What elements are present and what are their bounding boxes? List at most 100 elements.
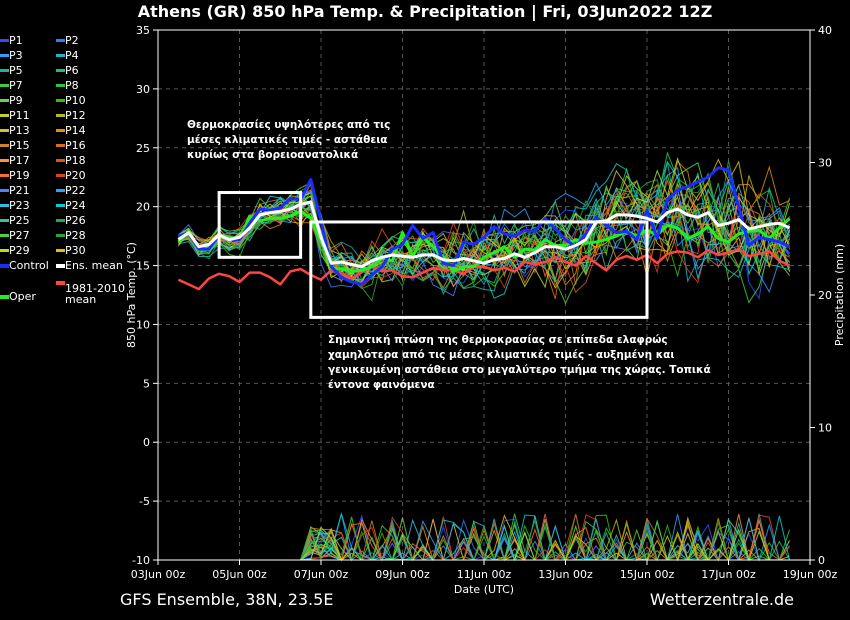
member-series bbox=[178, 179, 791, 305]
legend-swatch bbox=[0, 249, 9, 252]
x-tick-label: 03Jun 00z bbox=[131, 568, 186, 581]
legend-swatch bbox=[56, 99, 65, 102]
legend-label: P21 bbox=[9, 184, 30, 197]
legend-item: Oper bbox=[0, 289, 36, 304]
legend-item: P11 bbox=[0, 108, 30, 123]
legend-swatch bbox=[0, 234, 9, 237]
y-tick-label: 10 bbox=[136, 318, 150, 331]
legend-label: P25 bbox=[9, 214, 30, 227]
x-tick-label: 11Jun 00z bbox=[457, 568, 512, 581]
legend-swatch bbox=[0, 294, 9, 299]
legend-label: P24 bbox=[65, 199, 86, 212]
legend-label: P15 bbox=[9, 139, 30, 152]
legend-swatch bbox=[0, 39, 9, 42]
legend-item: P17 bbox=[0, 153, 30, 168]
legend-label: P17 bbox=[9, 154, 30, 167]
y-right-axis-label: Precipitation (mm) bbox=[833, 244, 846, 346]
axes: -10 -5 0 5 10 15 20 25 30 35 0 10 20 30 40 03Jun 00z 05J… bbox=[125, 24, 846, 596]
legend-swatch bbox=[56, 129, 65, 132]
legend-item: P25 bbox=[0, 213, 30, 228]
legend-swatch bbox=[56, 174, 65, 177]
series-ens-mean bbox=[177, 200, 791, 269]
legend-item: P29 bbox=[0, 243, 30, 258]
annotation-line: μέσες κλιματικές τιμές - αστάθεια bbox=[187, 134, 388, 146]
legend-item: P26 bbox=[56, 213, 86, 228]
y-tick-label: 35 bbox=[136, 24, 150, 37]
legend-swatch bbox=[0, 174, 9, 177]
legend-item: P20 bbox=[56, 168, 86, 183]
highlight-boxes bbox=[217, 191, 649, 319]
legend-item: Control bbox=[0, 258, 49, 273]
legend-item: P15 bbox=[0, 138, 30, 153]
x-axis-label: Date (UTC) bbox=[454, 583, 514, 596]
legend-swatch bbox=[56, 114, 65, 117]
legend-label: Ens. mean bbox=[65, 259, 123, 272]
legend-swatch bbox=[0, 69, 9, 72]
legend-swatch bbox=[56, 54, 65, 57]
legend-swatch bbox=[56, 144, 65, 147]
legend-item: Ens. mean bbox=[56, 258, 123, 273]
legend-swatch bbox=[0, 219, 9, 222]
legend-label: P28 bbox=[65, 229, 86, 242]
legend-item: P1 bbox=[0, 33, 23, 48]
legend-label: Oper bbox=[9, 290, 36, 303]
annotation-top: Θερμοκρασίες υψηλότερες από τις μέσες κλι… bbox=[187, 118, 390, 163]
member-series bbox=[178, 156, 791, 289]
legend-label: P23 bbox=[9, 199, 30, 212]
legend-item: P9 bbox=[0, 93, 23, 108]
legend-item: P12 bbox=[56, 108, 86, 123]
y-axis-label: 850 hPa Temp. (°C) bbox=[125, 242, 138, 348]
annotation-bottom: Σημαντική πτώση της θερμοκρασίας σε επίπ… bbox=[328, 333, 711, 393]
legend-label: Control bbox=[9, 259, 49, 272]
legend-swatch bbox=[56, 189, 65, 192]
legend-item: P4 bbox=[56, 48, 79, 63]
legend-swatch bbox=[56, 263, 65, 268]
legend-item: P19 bbox=[0, 168, 30, 183]
chart-title: Athens (GR) 850 hPa Temp. & Precipitatio… bbox=[137, 2, 713, 21]
x-tick-label: 17Jun 00z bbox=[701, 568, 756, 581]
legend-label: P9 bbox=[9, 94, 23, 107]
legend-item: P22 bbox=[56, 183, 86, 198]
legend-item: P30 bbox=[56, 243, 86, 258]
legend-label: P22 bbox=[65, 184, 86, 197]
legend-item: P2 bbox=[56, 33, 79, 48]
legend-item: P18 bbox=[56, 153, 86, 168]
legend-swatch bbox=[56, 69, 65, 72]
legend-item: P23 bbox=[0, 198, 30, 213]
y-tick-label: -5 bbox=[139, 495, 150, 508]
legend-label: P18 bbox=[65, 154, 86, 167]
grid bbox=[158, 30, 810, 560]
annotation-line: Σημαντική πτώση της θερμοκρασίας σε επίπ… bbox=[328, 334, 668, 346]
legend-swatch bbox=[0, 129, 9, 132]
legend-label: P5 bbox=[9, 64, 23, 77]
y-tick-label: 25 bbox=[136, 142, 150, 155]
x-tick-label: 15Jun 00z bbox=[620, 568, 675, 581]
legend-item: P13 bbox=[0, 123, 30, 138]
legend-item: 1981-2010 bbox=[56, 281, 125, 296]
legend-swatch bbox=[0, 114, 9, 117]
legend-label: P1 bbox=[9, 34, 23, 47]
legend-label: P19 bbox=[9, 169, 30, 182]
legend-label: 1981-2010 bbox=[65, 282, 125, 295]
x-tick-label: 09Jun 00z bbox=[375, 568, 430, 581]
y-tick-label: 15 bbox=[136, 260, 150, 273]
legend-label: P8 bbox=[65, 79, 79, 92]
legend-swatch bbox=[0, 99, 9, 102]
y-tick-label: 30 bbox=[136, 83, 150, 96]
legend-swatch bbox=[0, 189, 9, 192]
series-1981-2010-mean bbox=[177, 247, 791, 291]
y-tick-label: 0 bbox=[143, 436, 150, 449]
legend-swatch bbox=[0, 204, 9, 207]
legend-item: P10 bbox=[56, 93, 86, 108]
legend-swatch bbox=[0, 54, 9, 57]
y-tick-label: 5 bbox=[143, 377, 150, 390]
highlight-box-warm-period bbox=[217, 191, 303, 259]
legend-swatch bbox=[56, 249, 65, 252]
legend-label: P27 bbox=[9, 229, 30, 242]
y-tick-label: 20 bbox=[136, 201, 150, 214]
series-control bbox=[177, 166, 791, 286]
legend-item: P27 bbox=[0, 228, 30, 243]
series-oper bbox=[177, 209, 791, 273]
annotation-line: έντονα φαινόμενα bbox=[328, 379, 435, 391]
legend-item: P6 bbox=[56, 63, 79, 78]
